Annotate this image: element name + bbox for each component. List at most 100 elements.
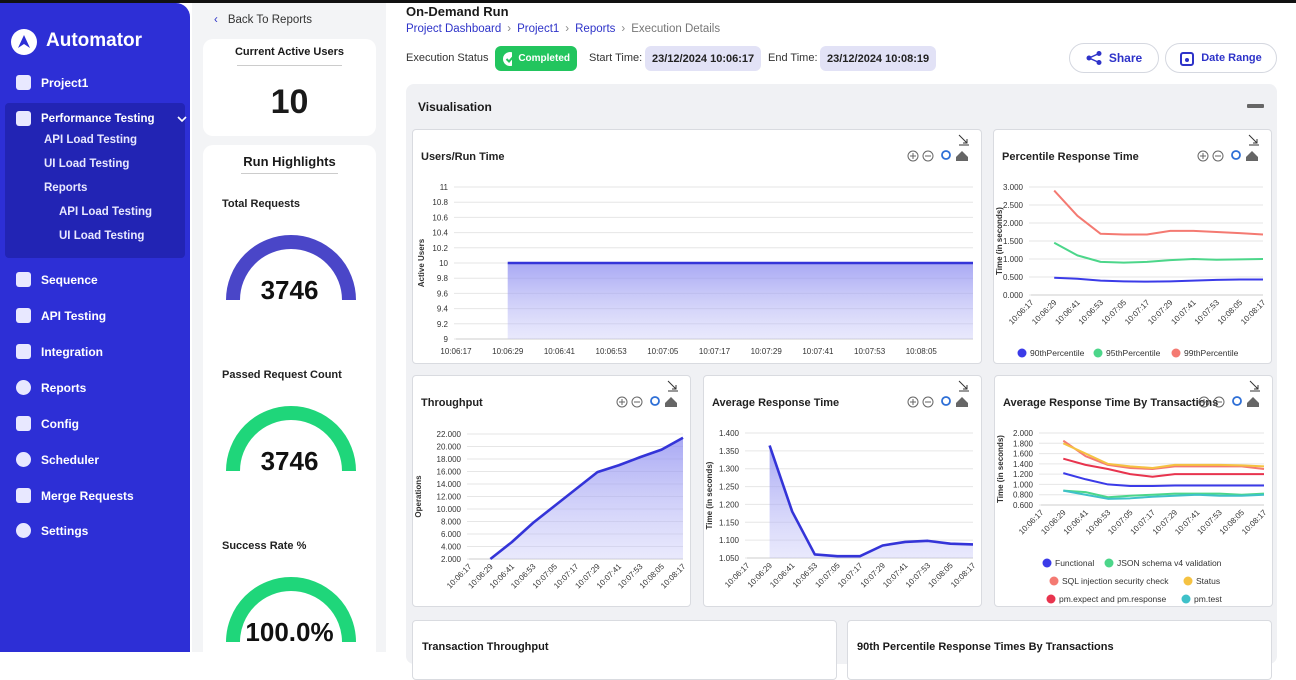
y-tick-label: 8.000 [441, 518, 462, 527]
nav-item[interactable]: Project1 [16, 75, 88, 90]
nav-label: Config [41, 416, 79, 431]
nav-group [5, 103, 185, 258]
nav-item[interactable]: API Testing [16, 308, 106, 323]
active-users-card: Current Active Users 10 [203, 39, 376, 136]
highlights-card: Run Highlights Total Requests 3746 Passe… [203, 145, 376, 665]
nav-label: Performance Testing [41, 112, 155, 125]
nav-item[interactable]: Integration [16, 344, 103, 359]
nav-item[interactable]: Scheduler [16, 452, 99, 467]
zoom-button [907, 396, 919, 408]
expand-button [958, 134, 969, 146]
nav-sub-item[interactable]: UI Load Testing [59, 230, 145, 242]
card-title: 90th Percentile Response Times By Transa… [857, 641, 1114, 653]
share-button[interactable]: Share [1069, 43, 1159, 73]
y-tick-label: 1.250 [719, 483, 740, 492]
breadcrumb: Execution Details [631, 23, 721, 35]
legend-swatch [1171, 348, 1181, 358]
nav-item[interactable]: Performance Testing [16, 111, 187, 126]
legend-swatch [1017, 348, 1027, 358]
legend-label: JSON schema v4 validation [1117, 558, 1222, 568]
area [769, 445, 973, 558]
nav-sub-item[interactable]: API Load Testing [59, 206, 153, 218]
nav-item[interactable]: Reports [16, 380, 86, 395]
nav-label: Settings [41, 523, 89, 538]
chart-card: 90th Percentile Response Times By Transa… [847, 620, 1272, 680]
chart: Throughput Operations 2.000 4.000 6.000 8.000… [414, 380, 688, 590]
nav-item[interactable]: Sequence [16, 272, 98, 287]
nav-label: Integration [41, 344, 103, 359]
metric-value: 3746 [260, 446, 319, 476]
search-button [941, 396, 951, 406]
metric-value: 3746 [260, 275, 319, 305]
expand-button [1248, 134, 1259, 146]
nav-label: Merge Requests [41, 488, 134, 503]
x-tick-label: 10:07:29 [751, 347, 783, 356]
y-tick-label: 2.000 [1013, 429, 1034, 438]
chart: Average Response Time Time (in seconds) 1.… [705, 380, 978, 589]
sidebar: Automator Project1 Performance Testing A… [0, 3, 190, 652]
legend-swatch [1093, 348, 1103, 358]
zoom-button [631, 396, 643, 408]
breadcrumb[interactable]: Reports [575, 23, 616, 35]
y-tick-label: 1.500 [1003, 237, 1024, 246]
start-label: Start Time: [589, 52, 643, 64]
line [1053, 189, 1264, 236]
chart-title: Users/Run Time [421, 151, 505, 163]
end-time: 23/12/2024 10:08:19 [820, 46, 937, 71]
gauge [226, 577, 356, 643]
nav-item[interactable]: Config [16, 416, 79, 431]
y-tick-label: 0.000 [1003, 291, 1024, 300]
collapse-button[interactable] [1247, 104, 1264, 108]
nav-sub-item[interactable]: Reports [44, 182, 88, 194]
nav-sub-item[interactable]: UI Load Testing [44, 158, 130, 170]
section-title: Visualisation [418, 100, 492, 114]
y-tick-label: 2.000 [441, 555, 462, 564]
x-tick-label: 10:08:17 [1239, 298, 1268, 327]
y-tick-label: 10.4 [432, 229, 448, 238]
y-tick-label: 1.150 [719, 518, 740, 527]
legend-label: 95thPercentile [1106, 348, 1161, 358]
chart-title: Average Response Time By Transactions [1003, 397, 1218, 409]
divider [237, 65, 342, 66]
y-tick-label: 14.000 [437, 480, 462, 489]
nav-label: Reports [41, 380, 87, 395]
nav-label: Sequence [41, 272, 98, 287]
card-title: Transaction Throughput [422, 641, 549, 653]
chart: Users/Run Time Active Users 9 9.2 9.4 9.6 9.8 1… [417, 134, 973, 356]
date-range-button[interactable]: Date Range [1165, 43, 1277, 73]
back-label: Back To Reports [227, 14, 313, 26]
gauge [226, 406, 356, 472]
nav-item[interactable]: Settings [16, 523, 88, 538]
card-title: Current Active Users [234, 46, 345, 58]
breadcrumb[interactable]: Project1 [517, 23, 560, 35]
page-title: On-Demand Run [406, 4, 509, 19]
y-tick-label: 1.200 [1013, 470, 1034, 479]
legend-swatch [1049, 576, 1059, 586]
nav-sub-item[interactable]: API Load Testing [44, 134, 138, 146]
legend-label: pm.expect and pm.response [1059, 594, 1167, 604]
x-tick-label: 10:07:53 [854, 347, 886, 356]
y-tick-label: 1.350 [719, 447, 740, 456]
y-tick-label: 10 [439, 259, 448, 268]
expand-button [667, 380, 678, 392]
chevron [176, 115, 187, 122]
zoom-button [1212, 150, 1224, 162]
nav-item[interactable]: Merge Requests [16, 488, 134, 503]
active-users-value: 10 [270, 83, 309, 121]
zoom-icon [910, 153, 916, 159]
line [1053, 241, 1264, 264]
y-tick-label: 0.600 [1013, 501, 1034, 510]
breadcrumb[interactable]: Project Dashboard [406, 23, 502, 35]
back-link[interactable]: ‹ Back To Reports [214, 14, 313, 26]
y-tick-label: 1.800 [1013, 439, 1034, 448]
card-title: Run Highlights [243, 154, 336, 169]
y-tick-label: 1.100 [719, 536, 740, 545]
zoom-button [1213, 396, 1225, 408]
x-tick-label: 10:07:41 [802, 347, 834, 356]
legend-swatch [1042, 558, 1052, 568]
zoom-button [1198, 396, 1210, 408]
y-tick-label: 0.800 [1013, 491, 1034, 500]
start-time: 23/12/2024 10:06:17 [645, 46, 762, 71]
chart-card: Average Response Time By Transactions Tim… [994, 375, 1273, 607]
y-tick-label: 22.000 [437, 430, 462, 439]
